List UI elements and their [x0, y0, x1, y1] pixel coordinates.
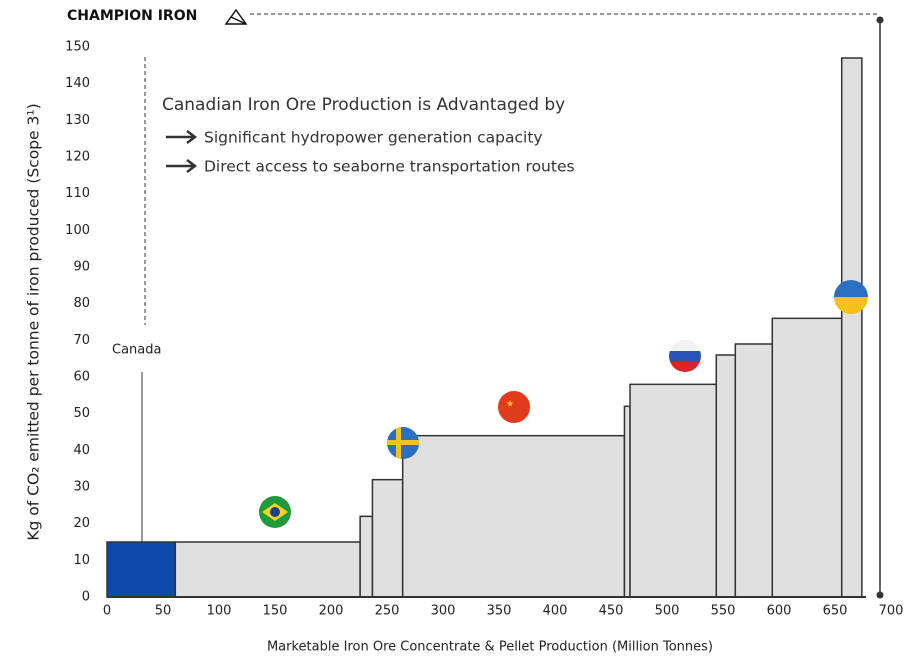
y-tick-label: 40 [73, 443, 90, 458]
bars [106, 57, 863, 598]
bar [623, 405, 631, 598]
bar [734, 343, 774, 598]
logo: CHAMPION IRON [67, 8, 197, 24]
y-tick-label: 30 [73, 480, 90, 495]
x-tick-label: 400 [543, 604, 568, 619]
y-tick-label: 10 [73, 553, 90, 568]
x-tick-label: 600 [767, 604, 792, 619]
annotation-point: Significant hydropower generation capaci… [204, 129, 543, 147]
flag-sweden [387, 427, 419, 459]
logo-icon [224, 8, 248, 25]
bar [715, 354, 737, 598]
x-tick-label: 50 [155, 604, 172, 619]
bar [629, 383, 718, 598]
x-tick-label: 250 [375, 604, 400, 619]
x-tick-label: 350 [487, 604, 512, 619]
annotation-point: Direct access to seaborne transportation… [204, 158, 575, 176]
flags: ★ [259, 280, 868, 528]
y-tick-label: 60 [73, 370, 90, 385]
y-tick-label: 130 [65, 113, 90, 128]
right-dot [876, 16, 884, 24]
y-tick-label: 110 [65, 186, 90, 201]
y-tick-label: 150 [65, 40, 90, 55]
y-tick-label: 0 [82, 590, 90, 605]
x-tick-label: 200 [319, 604, 344, 619]
y-tick-label: 90 [73, 260, 90, 275]
x-tick-label: 0 [103, 604, 111, 619]
bar [106, 541, 177, 598]
y-tick-label: 120 [65, 150, 90, 165]
y-tick-label: 50 [73, 406, 90, 421]
y-tick-label: 70 [73, 333, 90, 348]
x-tick-label: 450 [599, 604, 624, 619]
bar [840, 57, 863, 598]
bar [401, 434, 626, 598]
x-tick-label: 700 [879, 604, 904, 619]
x-tick-label: 150 [263, 604, 288, 619]
flag-brazil [259, 496, 291, 528]
flag-china: ★ [498, 391, 530, 423]
bar [371, 478, 404, 598]
x-tick-label: 500 [655, 604, 680, 619]
x-tick-label: 550 [711, 604, 736, 619]
x-tick-label: 650 [823, 604, 848, 619]
arrow [166, 159, 198, 173]
flag-ukraine [834, 280, 868, 314]
right-dot [876, 591, 884, 599]
flag-russia [669, 340, 701, 372]
x-tick-label: 300 [431, 604, 456, 619]
svg-text:★: ★ [506, 400, 514, 410]
y-tick-label: 80 [73, 296, 90, 311]
x-axis-title: Marketable Iron Ore Concentrate & Pellet… [267, 640, 713, 655]
y-tick-label: 140 [65, 76, 90, 91]
y-axis-title: Kg of CO₂ emitted per tonne of iron prod… [25, 103, 43, 540]
bar [174, 541, 361, 598]
y-tick-label: 20 [73, 516, 90, 531]
x-tick-label: 100 [207, 604, 232, 619]
canada-label: Canada [112, 343, 161, 358]
bar [359, 515, 374, 598]
arrow [166, 130, 198, 144]
y-tick-label: 100 [65, 223, 90, 238]
bar [771, 317, 843, 598]
annotation-title: Canadian Iron Ore Production is Advantag… [162, 95, 565, 115]
